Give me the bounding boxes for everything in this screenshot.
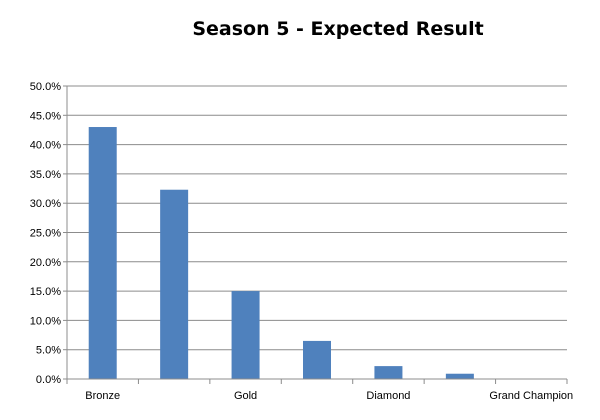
x-tick-labels: Bronze Gold Diamond Grand Champion <box>85 390 573 402</box>
y-tick-label: 35.0% <box>30 169 61 181</box>
bar <box>88 127 117 380</box>
bar <box>231 291 260 379</box>
x-tick-label: Grand Champion <box>489 390 573 402</box>
y-tick-label: 15.0% <box>30 286 61 298</box>
y-tick-label: 50.0% <box>30 81 61 93</box>
bars <box>88 127 474 380</box>
bar <box>160 189 189 379</box>
y-tick-label: 40.0% <box>30 140 61 152</box>
y-tick-label: 45.0% <box>30 110 61 122</box>
y-tick-label: 5.0% <box>36 345 61 357</box>
bar <box>303 340 331 379</box>
chart-title: Season 5 - Expected Result <box>192 18 484 40</box>
x-tick-label: Gold <box>234 390 257 402</box>
x-tick-label: Bronze <box>85 390 120 402</box>
x-tick-label: Diamond <box>366 390 410 402</box>
y-tick-labels: 0.0% 5.0% 10.0% 15.0% 20.0% 25.0% 30.0% 35.0% 40… <box>30 81 61 386</box>
y-tick-label: 25.0% <box>30 228 61 240</box>
axes <box>63 85 568 384</box>
y-tick-label: 20.0% <box>30 257 61 269</box>
y-tick-label: 10.0% <box>30 315 61 327</box>
gridlines <box>67 85 567 351</box>
y-tick-label: 0.0% <box>36 374 61 386</box>
bar <box>374 366 403 379</box>
bar <box>445 373 474 379</box>
y-tick-label: 30.0% <box>30 198 61 210</box>
